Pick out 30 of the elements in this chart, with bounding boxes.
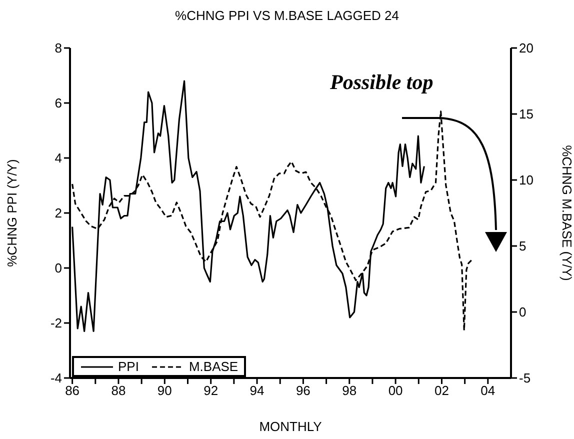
y-tick-label: 2 (54, 206, 62, 221)
y-tick-label: -2 (50, 316, 62, 331)
y2-tick-label: 0 (519, 304, 526, 320)
x-tick-label: 88 (111, 383, 126, 398)
y-tick-label: -4 (50, 370, 62, 386)
y2-tick-label: -5 (519, 370, 531, 386)
legend-label: PPI (118, 359, 139, 374)
legend-label: M.BASE (188, 359, 238, 374)
y2-tick-label: 5 (519, 238, 526, 254)
x-tick-label: 86 (65, 383, 80, 398)
x-tick-label: 04 (480, 383, 496, 398)
y-tick-label: 4 (54, 150, 62, 166)
x-tick-label: 94 (250, 383, 264, 398)
y-tick-label: 6 (54, 96, 62, 111)
annotation: Possible top (330, 70, 434, 95)
y-tick-label: 0 (54, 260, 62, 276)
x-tick-label: 02 (434, 383, 449, 398)
x-tick-label: 92 (204, 383, 218, 398)
y-tick-label: 8 (54, 40, 62, 56)
y-axis-title: %CHNG PPI (Y/Y) (4, 159, 20, 267)
chart-title: %CHNG PPI VS M.BASE LAGGED 24 (174, 8, 400, 23)
x-tick-label: 00 (388, 383, 403, 398)
y2-tick-label: 20 (519, 40, 534, 56)
y2-axis-title: %CHNG M.BASE (Y/Y) (559, 145, 574, 281)
x-axis-title: MONTHLY (259, 419, 322, 434)
x-tick-label: 90 (157, 383, 172, 398)
x-tick-label: 98 (342, 383, 357, 398)
x-tick-label: 96 (296, 383, 310, 398)
y2-tick-label: 15 (519, 106, 534, 122)
y2-tick-label: 10 (519, 172, 534, 188)
